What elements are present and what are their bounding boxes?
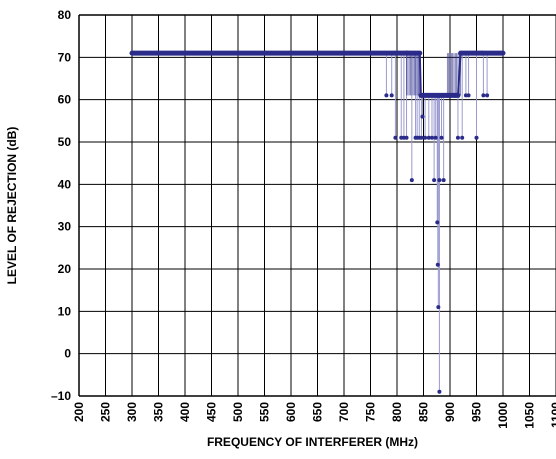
data-point — [389, 93, 394, 98]
y-tick-label: 0 — [64, 347, 71, 361]
data-point — [437, 389, 442, 394]
x-tick-label: 400 — [178, 402, 192, 422]
y-tick-label: 50 — [58, 135, 72, 149]
tick-labels: 200 250 300 350 400 450 500 550 600 650 700 750 800 8… — [51, 8, 556, 429]
data-point — [429, 135, 434, 140]
data-point — [466, 93, 471, 98]
data-point — [424, 93, 429, 98]
data-point — [460, 135, 465, 140]
x-tick-label: 650 — [311, 402, 325, 422]
data-point — [436, 305, 441, 310]
data-point — [443, 93, 448, 98]
data-point — [404, 135, 409, 140]
y-tick-label: 80 — [58, 8, 72, 22]
x-tick-label: 500 — [231, 402, 245, 422]
y-tick-label: 70 — [58, 50, 72, 64]
x-tick-label: 900 — [443, 402, 457, 422]
data-point — [441, 178, 446, 183]
x-tick-label: 300 — [125, 402, 139, 422]
data-point — [420, 114, 425, 119]
drop-lines — [385, 53, 488, 392]
x-tick-label: 700 — [337, 402, 351, 422]
x-tick-label: 1050 — [523, 402, 537, 429]
x-axis-title: FREQUENCY OF INTERFERER (MHz) — [207, 435, 418, 449]
x-tick-label: 800 — [390, 402, 404, 422]
data-point — [409, 178, 414, 183]
x-tick-label: 1000 — [496, 402, 510, 429]
y-tick-label: 60 — [58, 93, 72, 107]
data-point — [481, 93, 486, 98]
series — [129, 50, 506, 394]
data-point — [435, 220, 440, 225]
x-tick-label: 450 — [205, 402, 219, 422]
x-tick-label: 1100 — [549, 402, 556, 428]
data-point — [384, 93, 389, 98]
data-point — [432, 178, 437, 183]
data-point — [435, 262, 440, 267]
x-tick-label: 950 — [470, 402, 484, 422]
x-tick-label: 250 — [99, 402, 113, 422]
x-tick-label: 550 — [258, 402, 272, 422]
y-tick-label: –10 — [51, 389, 71, 403]
y-tick-label: 30 — [58, 220, 72, 234]
data-point — [423, 135, 428, 140]
x-tick-label: 200 — [72, 402, 86, 422]
x-tick-label: 350 — [152, 402, 166, 422]
x-tick-label: 600 — [284, 402, 298, 422]
y-tick-label: 40 — [58, 177, 72, 191]
data-point — [419, 135, 424, 140]
data-point — [393, 135, 398, 140]
y-tick-label: 10 — [58, 304, 72, 318]
x-tick-label: 850 — [417, 402, 431, 422]
grid — [78, 14, 556, 397]
data-point — [426, 135, 431, 140]
data-point — [485, 93, 490, 98]
data-point — [474, 135, 479, 140]
data-point — [437, 178, 442, 183]
y-axis-title: LEVEL OF REJECTION (dB) — [5, 127, 19, 285]
x-tick-label: 750 — [364, 402, 378, 422]
data-point — [439, 135, 444, 140]
y-tick-label: 20 — [58, 262, 72, 276]
data-point — [455, 135, 460, 140]
data-point — [433, 135, 438, 140]
